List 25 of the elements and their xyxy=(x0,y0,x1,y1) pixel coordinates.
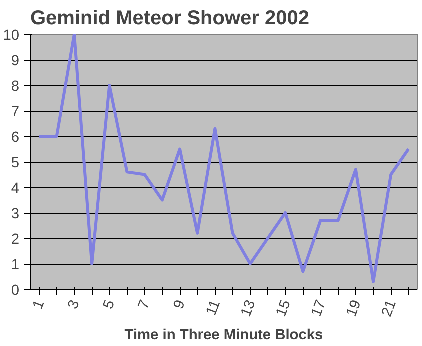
y-tick-label: 2 xyxy=(11,232,20,248)
y-tick-label: 7 xyxy=(11,104,20,120)
x-tick-label: 1 xyxy=(30,298,48,312)
x-tick-label: 3 xyxy=(65,298,84,312)
x-tick-label: 21 xyxy=(379,298,400,320)
x-tick-label: 13 xyxy=(238,298,260,320)
y-tick-label: 1 xyxy=(11,258,20,274)
y-tick-label: 6 xyxy=(11,130,20,146)
y-tick-label: 3 xyxy=(11,206,20,222)
x-tick-label: 7 xyxy=(136,298,154,312)
y-tick-label: 10 xyxy=(3,28,20,44)
chart-title: Geminid Meteor Shower 2002 xyxy=(30,8,310,30)
line-series xyxy=(38,34,410,284)
y-tick-label: 0 xyxy=(11,283,20,299)
x-tick-label: 17 xyxy=(308,298,330,320)
x-axis-title: Time in Three Minute Blocks xyxy=(124,328,324,344)
x-tick-label: 5 xyxy=(100,298,119,312)
x-tick-label: 9 xyxy=(171,298,189,312)
x-tick-label: 15 xyxy=(274,298,294,320)
y-tick-label: 9 xyxy=(11,54,20,70)
y-tick-label: 4 xyxy=(11,181,20,197)
y-tick-label: 8 xyxy=(11,79,20,95)
y-tick-label: 5 xyxy=(11,156,20,172)
x-tick-label: 19 xyxy=(344,298,365,320)
x-tick-label: 11 xyxy=(204,298,224,318)
